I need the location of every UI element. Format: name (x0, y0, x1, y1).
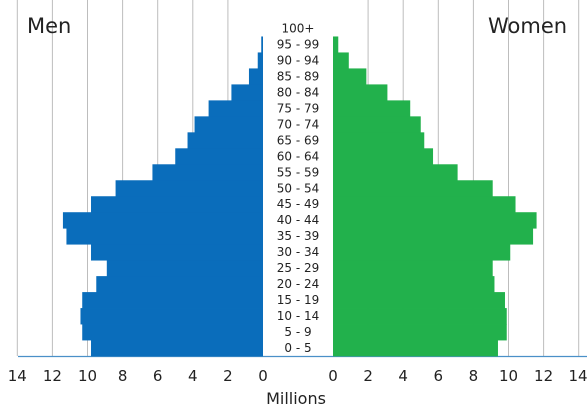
x-axis-title: Millions (266, 389, 326, 408)
bar-women-3 (333, 292, 505, 309)
bar-women-10 (333, 180, 493, 197)
bar-men-19 (261, 36, 263, 53)
bar-women-14 (333, 116, 421, 133)
age-label-9: 45 - 49 (277, 197, 320, 211)
x-tick-right-14: 14 (568, 367, 587, 385)
bar-men-10 (115, 180, 263, 197)
age-label-2: 10 - 14 (277, 309, 320, 323)
bar-men-0 (91, 340, 263, 357)
bar-men-13 (187, 132, 263, 149)
age-label-18: 90 - 94 (277, 53, 320, 67)
bar-women-12 (333, 148, 434, 165)
bar-women-16 (333, 84, 388, 101)
age-labels: 0 - 5 5 - 9 10 - 14 15 - 19 20 - 24 25 - 29 30… (277, 21, 320, 355)
bar-men-1 (82, 324, 263, 341)
bar-women-2 (333, 308, 507, 325)
age-label-16: 80 - 84 (277, 85, 320, 99)
x-tick-left-10: 10 (78, 367, 97, 385)
bar-men-11 (152, 164, 263, 181)
age-label-5: 25 - 29 (277, 261, 320, 275)
x-tick-left-4: 4 (188, 367, 198, 385)
bar-men-17 (248, 68, 263, 85)
age-label-17: 85 - 89 (277, 69, 320, 83)
bar-men-18 (257, 52, 263, 69)
bar-men-12 (175, 148, 263, 165)
age-label-0: 0 - 5 (284, 341, 311, 355)
x-tick-labels: 14 12 10 8 6 4 2 0 0 2 4 6 8 10 12 14 (8, 367, 587, 385)
bar-men-3 (82, 292, 263, 309)
bar-men-7 (66, 228, 263, 245)
x-tick-right-8: 8 (469, 367, 479, 385)
age-label-1: 5 - 9 (284, 325, 311, 339)
x-tick-left-12: 12 (43, 367, 62, 385)
x-tick-left-2: 2 (223, 367, 233, 385)
x-tick-left-8: 8 (118, 367, 128, 385)
bar-women-8 (333, 212, 537, 229)
men-label: Men (27, 14, 71, 38)
bar-men-9 (91, 196, 263, 213)
bar-men-15 (208, 100, 263, 117)
x-tick-left-14: 14 (8, 367, 27, 385)
age-label-6: 30 - 34 (277, 245, 320, 259)
bar-women-17 (333, 68, 367, 85)
age-label-14: 70 - 74 (277, 117, 320, 131)
women-label: Women (488, 14, 567, 38)
age-label-4: 20 - 24 (277, 277, 320, 291)
x-tick-right-10: 10 (499, 367, 518, 385)
bar-men-4 (96, 276, 264, 293)
bar-women-18 (333, 52, 349, 69)
bar-women-15 (333, 100, 411, 117)
age-label-8: 40 - 44 (277, 213, 320, 227)
bar-women-5 (333, 260, 493, 277)
bar-men-16 (231, 84, 263, 101)
bar-women-9 (333, 196, 516, 213)
x-tick-left-6: 6 (153, 367, 163, 385)
age-label-10: 50 - 54 (277, 181, 320, 195)
bar-women-4 (333, 276, 495, 293)
x-tick-right-6: 6 (434, 367, 444, 385)
bar-men-2 (80, 308, 263, 325)
age-label-3: 15 - 19 (277, 293, 320, 307)
x-tick-right-0: 0 (328, 367, 338, 385)
x-tick-right-2: 2 (363, 367, 373, 385)
age-label-11: 55 - 59 (277, 165, 320, 179)
age-label-7: 35 - 39 (277, 229, 320, 243)
age-label-13: 65 - 69 (277, 133, 320, 147)
bar-men-14 (194, 116, 263, 133)
bar-men-5 (106, 260, 264, 277)
x-tick-left-0: 0 (258, 367, 268, 385)
bar-women-13 (333, 132, 425, 149)
bar-women-7 (333, 228, 534, 245)
bar-women-6 (333, 244, 511, 261)
bar-women-0 (333, 340, 498, 357)
x-tick-right-4: 4 (398, 367, 408, 385)
bars (62, 36, 537, 357)
bar-women-19 (333, 36, 339, 53)
x-tick-right-12: 12 (534, 367, 553, 385)
age-label-12: 60 - 64 (277, 149, 320, 163)
bar-men-6 (91, 244, 263, 261)
bar-women-11 (333, 164, 458, 181)
age-label-19: 95 - 99 (277, 37, 320, 51)
age-label-15: 75 - 79 (277, 101, 320, 115)
bar-women-1 (333, 324, 507, 341)
bar-men-8 (62, 212, 264, 229)
age-label-20: 100+ (282, 21, 315, 35)
